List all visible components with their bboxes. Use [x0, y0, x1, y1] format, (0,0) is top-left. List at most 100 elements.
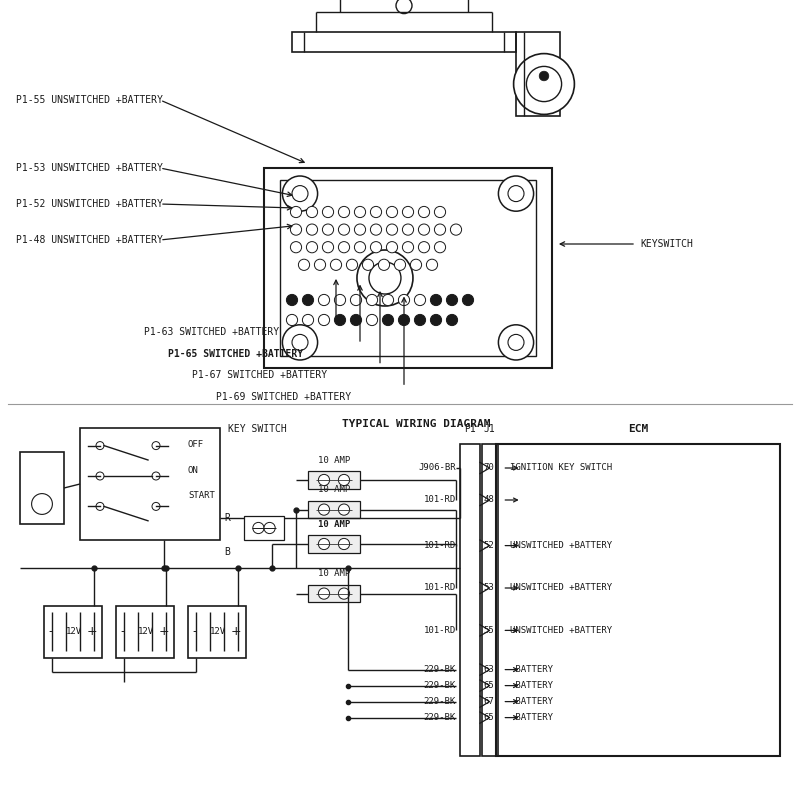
Bar	[460, 444, 480, 756]
Text: P1-69 SWITCHED +BATTERY: P1-69 SWITCHED +BATTERY	[216, 392, 351, 402]
Circle shape	[302, 314, 314, 326]
Bar	[308, 471, 360, 489]
Circle shape	[322, 224, 334, 235]
Circle shape	[282, 325, 318, 360]
Circle shape	[508, 186, 524, 202]
Text: P1: P1	[464, 424, 476, 434]
Circle shape	[330, 259, 342, 270]
Circle shape	[152, 442, 160, 450]
Bar	[80, 428, 220, 540]
Circle shape	[394, 259, 406, 270]
Text: IGNITION KEY SWITCH: IGNITION KEY SWITCH	[510, 463, 613, 473]
Bar	[116, 606, 174, 658]
Bar	[308, 501, 360, 518]
Text: 48: 48	[483, 495, 494, 505]
Circle shape	[430, 314, 442, 326]
Text: 229-BK: 229-BK	[424, 665, 456, 674]
Circle shape	[396, 0, 412, 14]
Circle shape	[314, 259, 326, 270]
Text: KEYSWITCH: KEYSWITCH	[640, 239, 693, 249]
Text: -BATTERY: -BATTERY	[510, 697, 554, 706]
Circle shape	[338, 224, 350, 235]
Circle shape	[318, 538, 330, 550]
Text: 101-RD: 101-RD	[424, 583, 456, 593]
Circle shape	[418, 242, 430, 253]
Text: 101-RD: 101-RD	[424, 495, 456, 505]
Circle shape	[446, 294, 458, 306]
Circle shape	[362, 259, 374, 270]
Circle shape	[302, 294, 314, 306]
Text: 67: 67	[483, 697, 494, 706]
Bar	[188, 606, 246, 658]
Text: P1-63 SWITCHED +BATTERY: P1-63 SWITCHED +BATTERY	[144, 327, 279, 337]
Circle shape	[290, 206, 302, 218]
Circle shape	[386, 224, 398, 235]
Bar	[308, 585, 360, 602]
Text: 55: 55	[483, 626, 494, 635]
Text: 101-RD: 101-RD	[424, 626, 456, 635]
Text: UNSWITCHED +BATTERY: UNSWITCHED +BATTERY	[510, 626, 613, 635]
Circle shape	[318, 588, 330, 599]
Circle shape	[539, 71, 549, 81]
Bar	[308, 535, 360, 553]
Text: -BATTERY: -BATTERY	[510, 665, 554, 674]
Circle shape	[370, 242, 382, 253]
Circle shape	[357, 250, 413, 306]
Circle shape	[322, 242, 334, 253]
Text: -: -	[120, 625, 125, 638]
Circle shape	[386, 206, 398, 218]
Circle shape	[398, 294, 410, 306]
Circle shape	[462, 294, 474, 306]
Text: 65: 65	[483, 713, 494, 722]
Text: -: -	[48, 625, 53, 638]
Bar	[496, 444, 780, 756]
Circle shape	[338, 588, 350, 599]
Circle shape	[354, 206, 366, 218]
Circle shape	[306, 206, 318, 218]
Bar	[292, 32, 516, 52]
Text: P1-48 UNSWITCHED +BATTERY: P1-48 UNSWITCHED +BATTERY	[16, 235, 163, 245]
Circle shape	[370, 206, 382, 218]
Circle shape	[418, 224, 430, 235]
Bar	[482, 444, 498, 756]
Text: UNSWITCHED +BATTERY: UNSWITCHED +BATTERY	[510, 583, 613, 593]
Circle shape	[402, 242, 414, 253]
Text: P1-67 SWITCHED +BATTERY: P1-67 SWITCHED +BATTERY	[192, 370, 327, 380]
Bar	[244, 516, 284, 540]
Circle shape	[338, 242, 350, 253]
Circle shape	[498, 325, 534, 360]
Circle shape	[514, 54, 574, 114]
Circle shape	[152, 472, 160, 480]
Circle shape	[434, 224, 446, 235]
Text: ON: ON	[188, 466, 198, 474]
Text: 53: 53	[483, 583, 494, 593]
Text: +: +	[87, 625, 98, 638]
Circle shape	[264, 522, 275, 534]
Text: +: +	[231, 625, 242, 638]
Circle shape	[434, 206, 446, 218]
Circle shape	[282, 176, 318, 211]
Circle shape	[298, 259, 310, 270]
Circle shape	[338, 504, 350, 515]
Circle shape	[354, 224, 366, 235]
Text: P1-53 UNSWITCHED +BATTERY: P1-53 UNSWITCHED +BATTERY	[16, 163, 163, 173]
Bar	[44, 606, 102, 658]
Circle shape	[414, 294, 426, 306]
Circle shape	[402, 206, 414, 218]
Circle shape	[334, 314, 346, 326]
Text: UNSWITCHED +BATTERY: UNSWITCHED +BATTERY	[510, 541, 613, 550]
Circle shape	[382, 314, 394, 326]
Text: 229-BK: 229-BK	[424, 713, 456, 722]
Circle shape	[318, 314, 330, 326]
Circle shape	[318, 504, 330, 515]
Text: 70: 70	[483, 463, 494, 473]
Circle shape	[322, 206, 334, 218]
Circle shape	[446, 314, 458, 326]
Circle shape	[253, 522, 264, 534]
Circle shape	[402, 224, 414, 235]
Circle shape	[292, 186, 308, 202]
Circle shape	[306, 242, 318, 253]
Circle shape	[366, 294, 378, 306]
Circle shape	[290, 224, 302, 235]
Text: P1-55 UNSWITCHED +BATTERY: P1-55 UNSWITCHED +BATTERY	[16, 95, 163, 105]
